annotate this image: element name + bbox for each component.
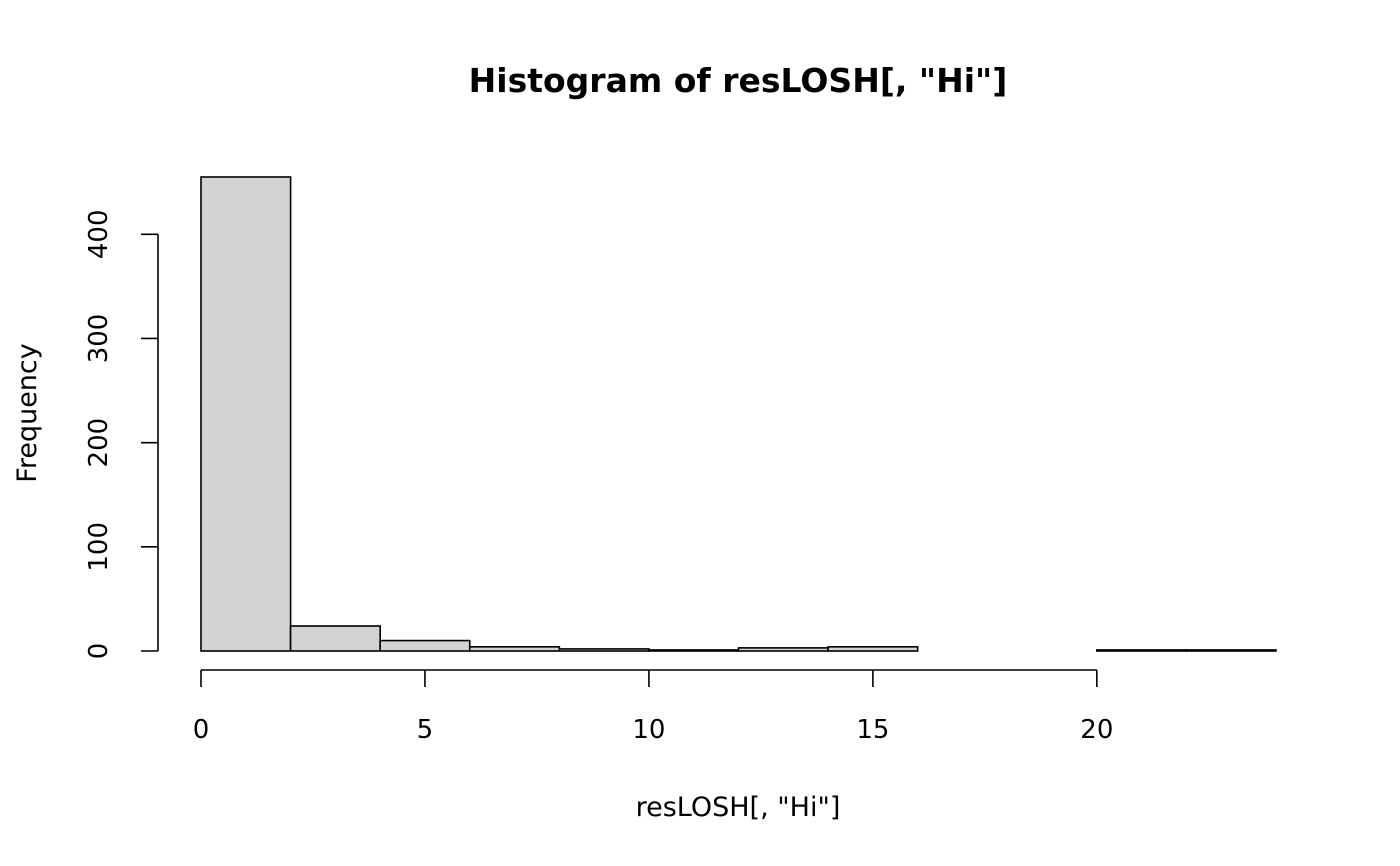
histogram-bar-7: [827, 646, 919, 652]
histogram-bar-1: [289, 625, 381, 652]
x-tick-label: 5: [417, 715, 434, 745]
y-tick-label: 300: [84, 314, 114, 364]
y-axis: 0 100 200 300 400: [84, 209, 159, 660]
x-axis: 0 5 10 15 20: [193, 669, 1113, 745]
histogram-bar-2: [379, 639, 471, 652]
histogram-bar-4: [558, 648, 650, 652]
x-axis-label: resLOSH[, "Hi"]: [636, 792, 841, 823]
y-tick-label: 0: [84, 643, 114, 660]
histogram-bar-0: [200, 176, 292, 652]
histogram-bar-10: [1096, 649, 1188, 652]
y-axis-label: Frequency: [12, 343, 43, 483]
chart-title: Histogram of resLOSH[, "Hi"]: [469, 61, 1008, 100]
x-tick-label: 0: [193, 715, 210, 745]
x-tick-label: 20: [1080, 715, 1113, 745]
x-tick-label: 10: [632, 715, 665, 745]
y-tick-label: 400: [84, 209, 114, 259]
y-tick-label: 200: [84, 418, 114, 468]
histogram-bars: [200, 176, 1277, 652]
histogram-bar-3: [468, 646, 561, 652]
histogram-bar-5: [648, 649, 740, 652]
y-tick-label: 100: [84, 522, 114, 572]
x-tick-label: 15: [856, 715, 889, 745]
histogram-bar-11: [1185, 649, 1277, 652]
histogram-bar-6: [737, 647, 829, 652]
